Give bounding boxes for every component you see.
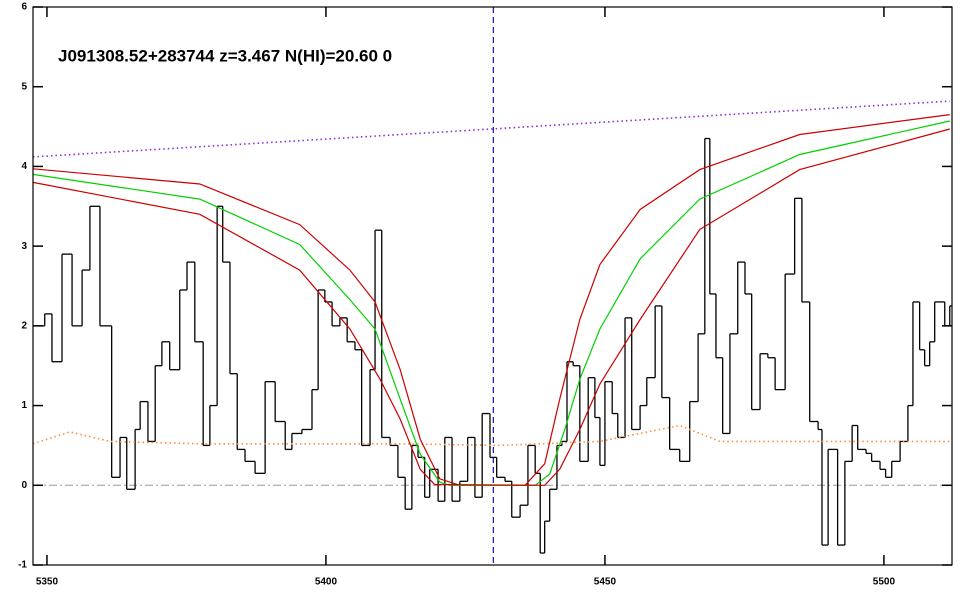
x-tick-label: 5500	[873, 577, 896, 588]
y-tick-label: 6	[21, 2, 27, 13]
y-tick-label: 3	[21, 241, 27, 252]
y-tick-label: 0	[21, 480, 27, 491]
y-tick-label: 5	[21, 81, 27, 92]
plot-frame	[32, 6, 953, 566]
chart-title: J091308.52+283744 z=3.467 N(HI)=20.60 0	[58, 46, 392, 65]
y-tick-label: 4	[21, 161, 27, 172]
x-tick-label: 5400	[315, 577, 338, 588]
x-tick-label: 5450	[594, 577, 617, 588]
y-tick-label: 1	[21, 400, 27, 411]
x-tick-label: 5350	[36, 577, 59, 588]
dotted-curve	[32, 424, 950, 447]
y-tick-label: 2	[21, 320, 27, 331]
model-curve	[32, 128, 950, 486]
y-tick-label: -1	[18, 560, 27, 571]
dotted-curve	[32, 100, 950, 158]
